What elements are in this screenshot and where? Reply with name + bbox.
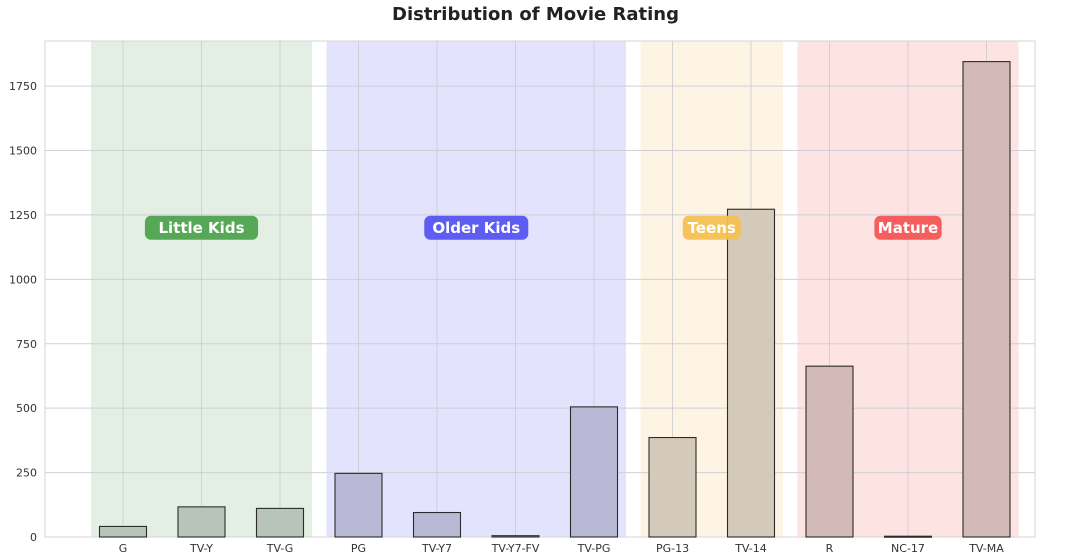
group-label-box-mature <box>874 215 942 240</box>
y-tick-label: 1250 <box>9 209 37 222</box>
bar-pg-13 <box>648 436 697 538</box>
y-tick-label: 0 <box>30 531 37 544</box>
bar-tv-y <box>177 506 226 538</box>
bars <box>98 61 1011 538</box>
x-tick-label: TV-MA <box>968 542 1004 555</box>
x-tick-label: PG <box>351 542 366 555</box>
plot-area-frame <box>44 40 1036 538</box>
x-tick-label: TV-PG <box>577 542 611 555</box>
bar-pg <box>334 472 383 538</box>
bar-r <box>805 365 854 538</box>
group-label-box-teens <box>682 215 741 240</box>
group-label-mature: Mature <box>878 219 938 237</box>
x-tick-label: TV-Y <box>189 542 213 555</box>
group-label-teens: Teens <box>688 219 736 237</box>
group-label-box-older-kids <box>424 215 529 240</box>
y-tick-label: 1500 <box>9 145 37 158</box>
group-bands <box>91 41 1019 537</box>
bar-nc-17 <box>883 535 933 538</box>
group-label-little-kids: Little Kids <box>158 219 244 237</box>
x-axis-ticks: G TV-Y TV-G PG TV-Y7 TV-Y7-FV TV-PG PG-13 TV-14 R… <box>119 542 1005 555</box>
x-tick-label: TV-Y7-FV <box>491 542 540 555</box>
x-tick-label: NC-17 <box>891 542 925 555</box>
y-tick-label: 250 <box>16 467 37 480</box>
bar-tv-pg <box>569 406 619 538</box>
bar-g <box>98 525 148 538</box>
bar-tv-ma <box>962 61 1011 538</box>
x-tick-label: PG-13 <box>656 542 689 555</box>
y-tick-label: 1750 <box>9 80 37 93</box>
y-tick-label: 750 <box>16 338 37 351</box>
y-axis-ticks: 0 250 500 750 1000 1250 1500 1750 <box>9 80 37 544</box>
group-labels: Little Kids Older Kids Teens Mature <box>144 215 942 240</box>
y-tick-label: 500 <box>16 402 37 415</box>
x-tick-label: TV-G <box>266 542 294 555</box>
bar-tv-g <box>255 507 305 538</box>
x-tick-label: TV-Y7 <box>421 542 452 555</box>
group-label-older-kids: Older Kids <box>432 219 520 237</box>
x-tick-label: R <box>826 542 834 555</box>
bar-tv-y7-fv <box>491 535 540 538</box>
bar-tv-14 <box>726 208 776 538</box>
chart-title: Distribution of Movie Rating <box>392 4 679 25</box>
bar-tv-y7 <box>412 511 462 538</box>
group-label-box-little-kids <box>144 215 259 240</box>
x-tick-label: TV-14 <box>734 542 767 555</box>
y-tick-label: 1000 <box>9 273 37 286</box>
x-tick-label: G <box>119 542 128 555</box>
